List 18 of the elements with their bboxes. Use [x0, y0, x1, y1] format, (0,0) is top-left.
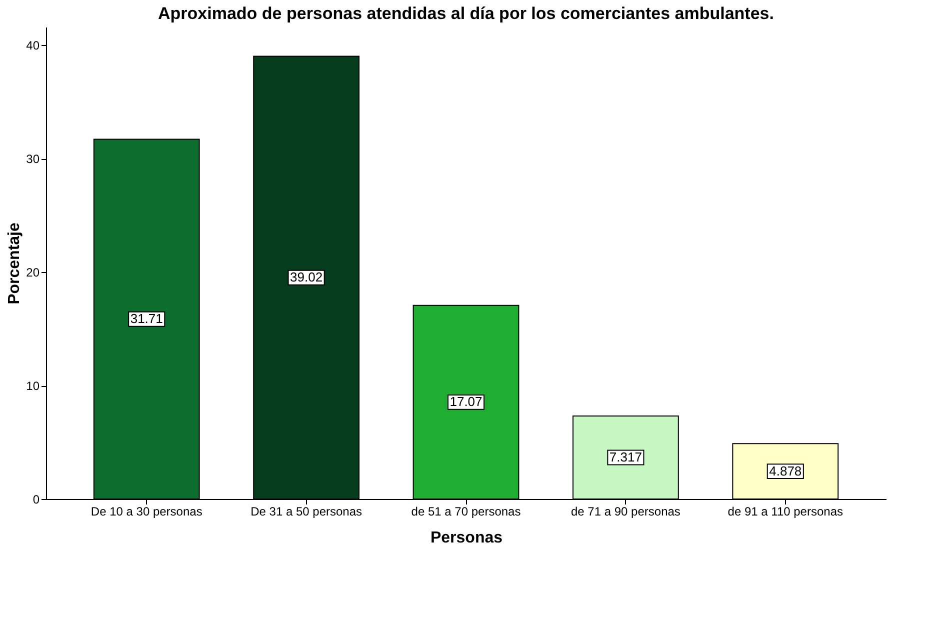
data-label: 17.07: [450, 394, 482, 410]
y-tick-label: 40: [26, 38, 40, 53]
x-tick-label: de 71 a 90 personas: [570, 504, 680, 518]
x-tick-label: De 31 a 50 personas: [250, 504, 362, 518]
y-tick-label: 30: [26, 152, 40, 166]
x-axis-title: Personas: [430, 530, 503, 546]
x-tick-label: de 91 a 110 personas: [728, 504, 843, 518]
data-label: 39.02: [290, 270, 323, 285]
y-tick-label: 0: [32, 492, 40, 506]
x-tick-label: de 51 a 70 personas: [411, 504, 521, 518]
data-label: 7.317: [609, 449, 642, 464]
y-tick-label: 20: [26, 266, 40, 280]
data-label: 31.71: [130, 311, 163, 326]
y-axis-title: Porcentaje: [6, 222, 24, 304]
chart-title: Aproximado de personas atendidas al día por los comerciantes ambulantes.: [158, 4, 774, 23]
y-tick-label: 10: [26, 379, 40, 394]
data-label: 4.878: [769, 463, 802, 478]
x-tick-label: De 10 a 30 personas: [90, 504, 202, 518]
